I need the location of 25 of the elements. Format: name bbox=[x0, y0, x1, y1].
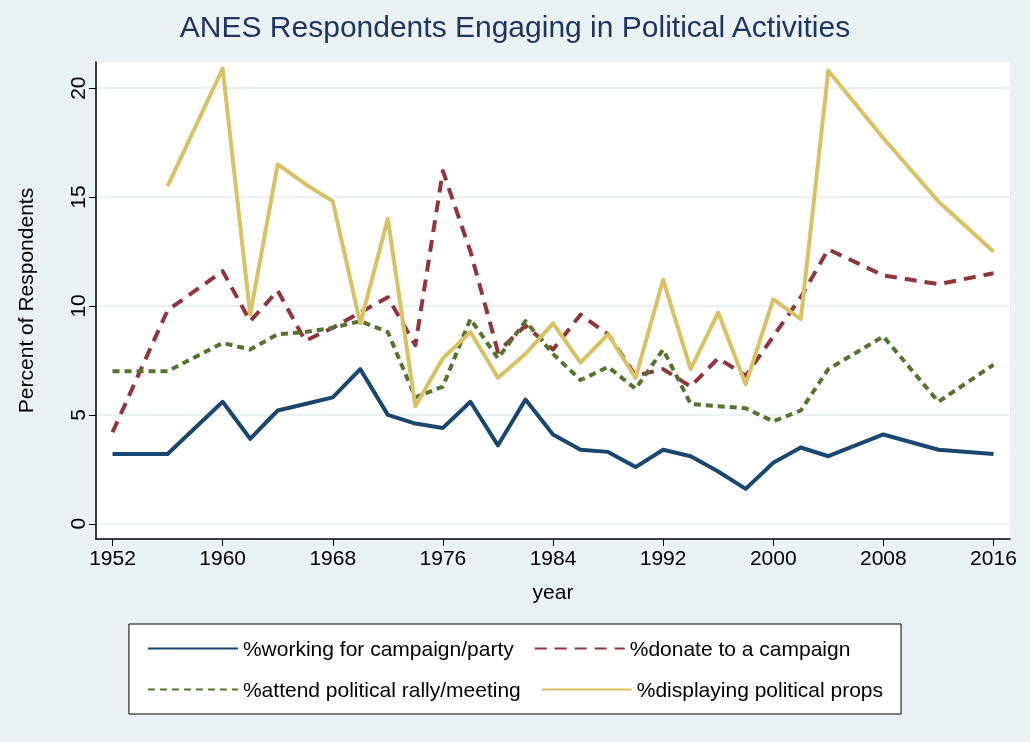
y-tick-label: 5 bbox=[66, 409, 89, 421]
y-axis-title: Percent of Respondents bbox=[14, 187, 37, 414]
line-series bbox=[165, 66, 996, 409]
x-tick-label: 2016 bbox=[970, 546, 1017, 569]
y-tick-label: 10 bbox=[66, 294, 89, 318]
y-tick-label: 15 bbox=[66, 185, 89, 209]
x-tick-label: 1992 bbox=[639, 546, 687, 569]
x-tick-label: 2008 bbox=[860, 546, 907, 569]
x-axis-title: year bbox=[532, 580, 574, 603]
legend-label: %displaying political props bbox=[636, 678, 884, 701]
line-series bbox=[110, 367, 996, 491]
x-tick-label: 1984 bbox=[529, 546, 577, 569]
x-tick-label: 1952 bbox=[89, 546, 136, 569]
y-tick-label: 0 bbox=[66, 517, 89, 530]
line-series bbox=[110, 168, 996, 435]
legend-label: %attend political rally/meeting bbox=[242, 678, 521, 701]
x-tick-label: 1968 bbox=[309, 546, 357, 569]
legend-label: %donate to a campaign bbox=[629, 637, 851, 660]
chart-title: ANES Respondents Engaging in Political Activities bbox=[179, 9, 851, 43]
line-series bbox=[110, 317, 996, 424]
x-tick-label: 1976 bbox=[419, 546, 467, 569]
x-tick-label: 2000 bbox=[749, 546, 797, 569]
x-tick-label: 1960 bbox=[199, 546, 246, 569]
legend-label: %working for campaign/party bbox=[242, 637, 515, 660]
y-tick-label: 20 bbox=[66, 76, 89, 100]
